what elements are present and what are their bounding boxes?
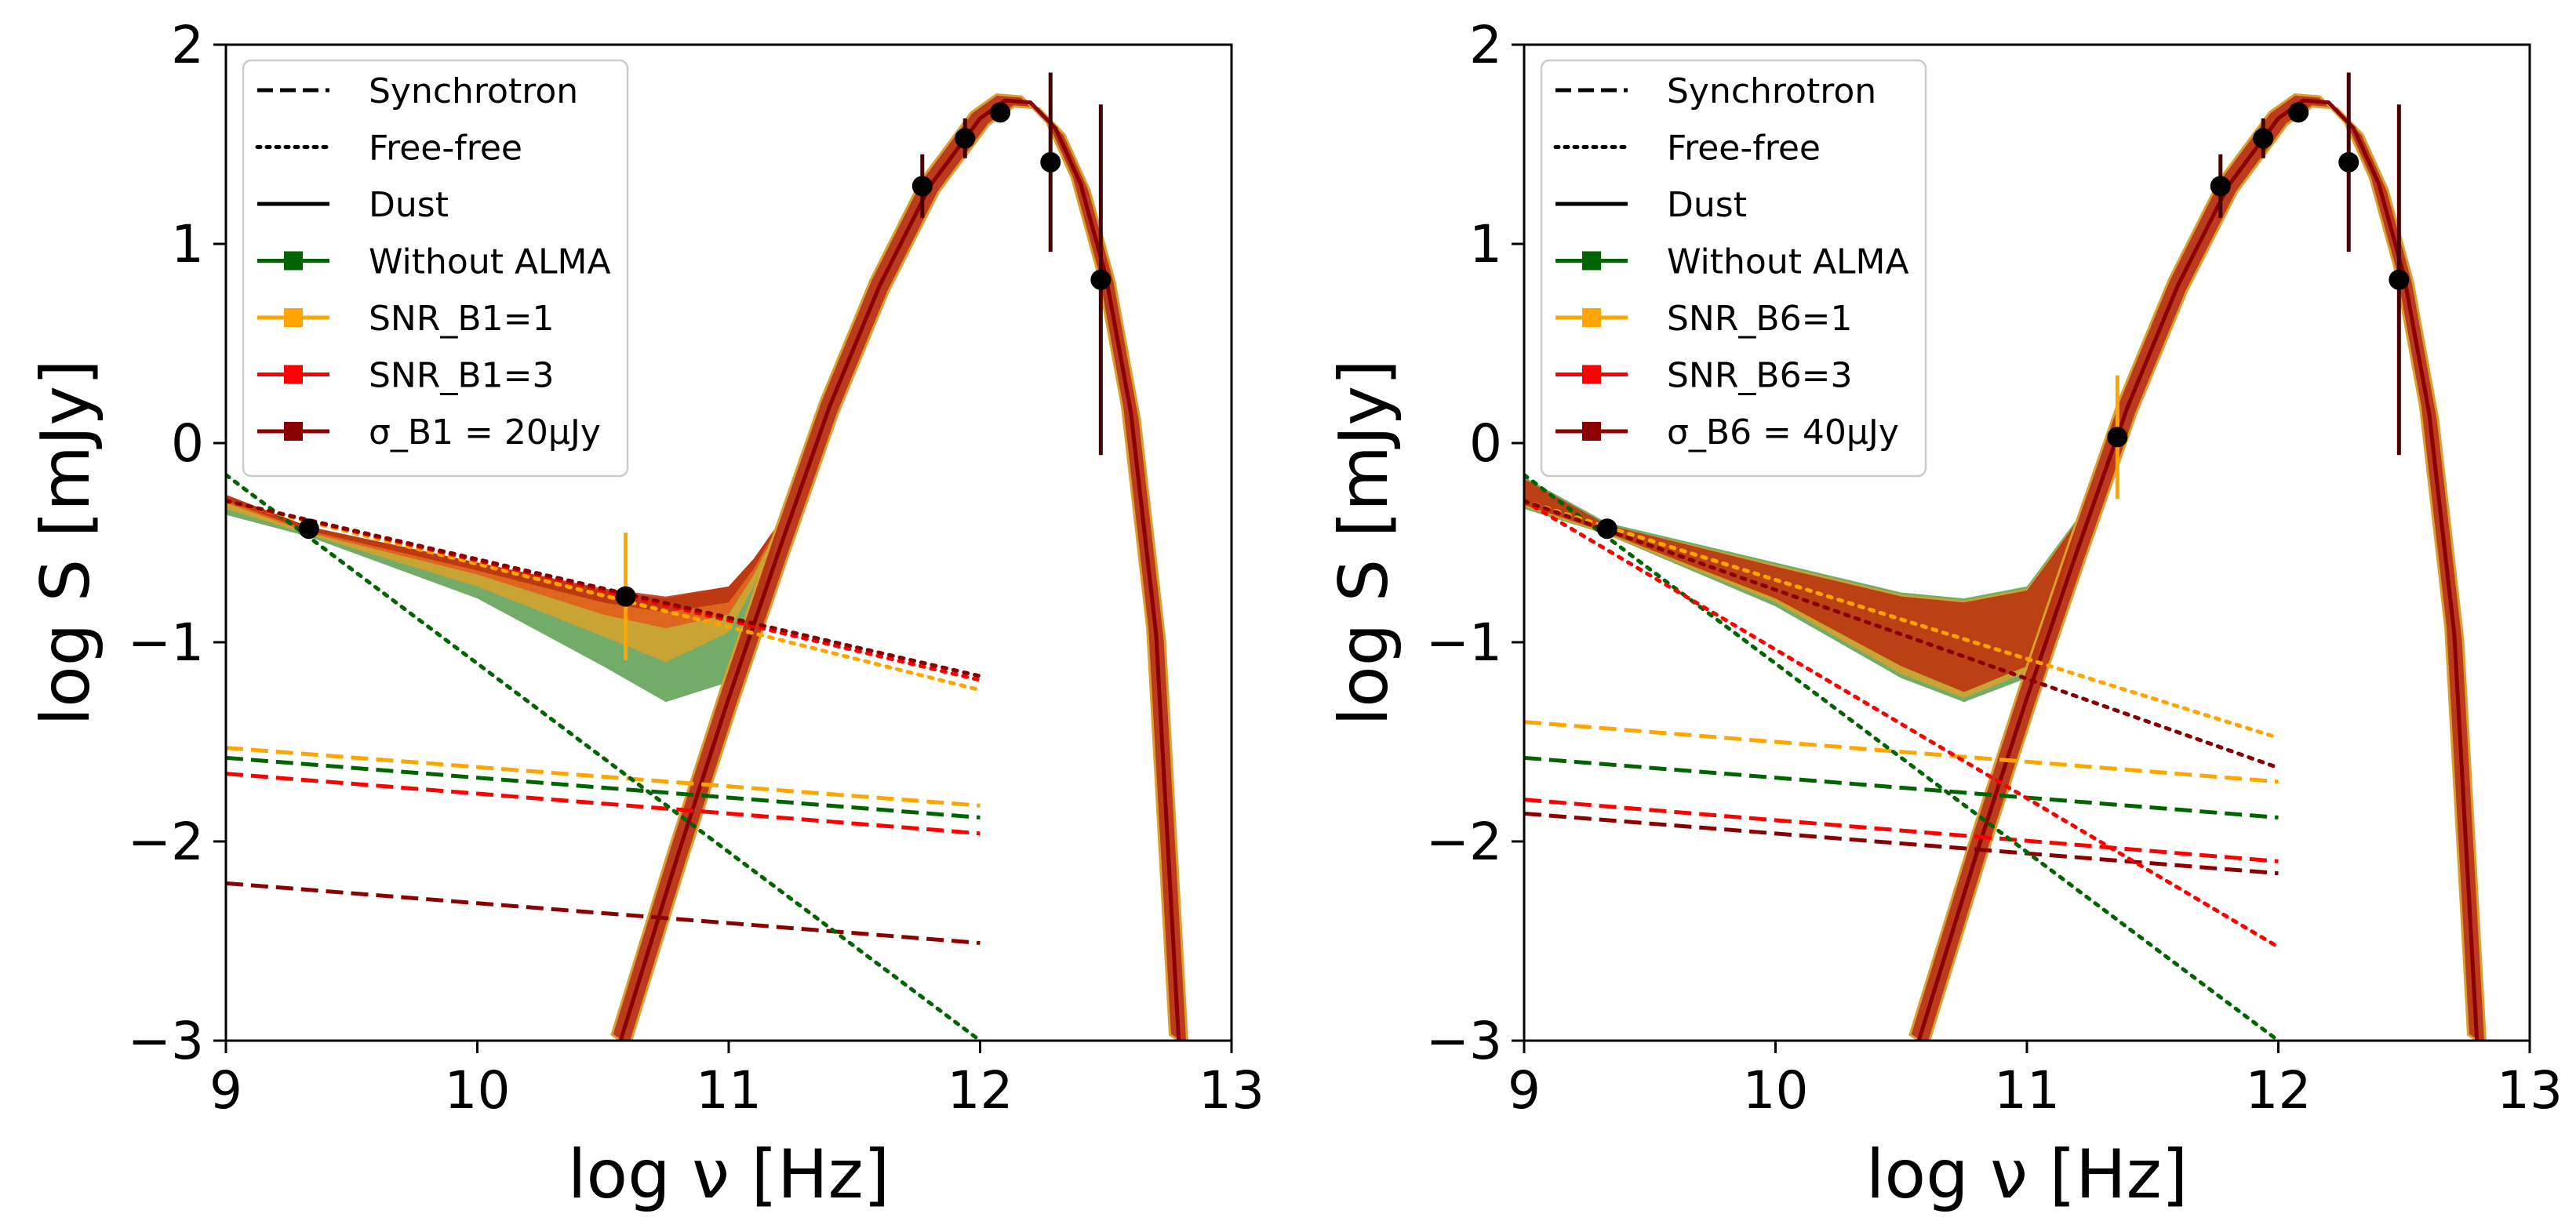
free-free-line [226,473,982,1041]
synchrotron-line [1524,720,2279,784]
y-tick-label: 0 [171,413,204,474]
free-free-line [1524,499,2280,770]
dust-band [610,93,1188,1041]
y-axis-label: log S [mJy] [27,359,105,726]
sed-band [1524,478,2078,692]
data-point [298,518,319,540]
free-free-line [1524,499,2280,950]
y-tick-label: 1 [1469,214,1502,274]
free-free-line [226,499,982,678]
legend-label: SNR_B1=3 [369,356,554,396]
legend-marker [1582,365,1601,384]
x-axis-label: log ν [Hz] [568,1136,890,1214]
legend-marker [1582,422,1601,441]
legend: Synchrotron Free-free Dust Without ALMA SNR_… [1540,59,1927,478]
x-tick-label: 10 [445,1060,511,1121]
legend-box [1540,59,1927,478]
legend-label: Synchrotron [1667,71,1876,111]
x-tick-label: 13 [1199,1060,1264,1121]
x-axis-label: log ν [Hz] [1866,1136,2189,1214]
x-tick-label: 13 [2497,1060,2563,1121]
legend-marker [284,308,303,327]
legend-label: Free-free [1667,129,1821,169]
y-tick-label: 2 [171,15,204,75]
legend-marker [1582,251,1601,271]
legend-label: Free-free [369,129,522,169]
data-point [2288,102,2309,123]
sed-band [226,495,780,629]
free-free-line [1524,473,2280,1041]
y-tick-label: −2 [128,812,204,872]
x-tick-label: 11 [696,1060,762,1121]
synchrotron-line [226,746,981,808]
y-tick-label: −1 [128,612,204,673]
plot-area [226,72,1188,1041]
x-tick-label: 12 [948,1060,1013,1121]
y-axis-label: log S [mJy] [1325,359,1403,726]
synchrotron-line [1524,798,2279,863]
data-point [2253,128,2274,149]
data-point [2210,176,2231,197]
legend-marker [284,422,303,441]
x-tick-label: 9 [209,1060,242,1121]
x-tick-label: 9 [1508,1060,1541,1121]
legend-label: σ_B1 = 20μJy [369,412,601,452]
data-point [1596,518,1617,540]
data-point [955,128,976,149]
y-tick-label: 0 [1469,413,1502,474]
legend-label: σ_B6 = 40μJy [1667,412,1899,452]
data-point [615,586,636,607]
legend-label: SNR_B6=3 [1667,356,1852,396]
free-free-line [226,499,982,692]
synchrotron-line [1524,755,2279,820]
y-tick-label: −1 [1426,612,1502,673]
x-tick-label: 10 [1743,1060,1809,1121]
free-free-line [1524,499,2280,740]
y-tick-label: 1 [171,214,204,274]
x-tick-label: 11 [1994,1060,2060,1121]
sed-band [226,495,780,612]
legend-label: Without ALMA [369,242,611,282]
y-tick-label: −3 [128,1011,204,1071]
legend: Synchrotron Free-free Dust Without ALMA SNR_… [242,59,629,478]
legend-marker [284,365,303,384]
y-tick-label: −2 [1426,812,1502,872]
data-point [1040,151,1061,173]
data-point [1090,269,1112,290]
dust-band [1908,93,2487,1041]
y-tick-label: 2 [1469,15,1502,75]
legend-label: SNR_B6=1 [1667,299,1852,339]
y-tick-label: −3 [1426,1011,1502,1071]
legend-label: Synchrotron [369,71,578,111]
legend-marker [284,251,303,271]
data-point [2389,269,2410,290]
synchrotron-line [1524,811,2279,876]
legend-label: Dust [1667,185,1747,225]
legend-marker [1582,308,1601,327]
legend-box [242,59,629,478]
legend-label: Without ALMA [1667,242,1909,282]
x-tick-label: 12 [2246,1060,2312,1121]
data-point [2107,427,2128,448]
data-point [990,102,1011,123]
synchrotron-line [226,772,981,836]
synchrotron-line [226,881,981,946]
synchrotron-line [226,755,981,820]
data-point [911,176,933,197]
legend-label: SNR_B1=1 [369,299,554,339]
plot-area [1524,72,2487,1041]
legend-label: Dust [369,185,449,225]
data-point [2338,151,2360,173]
